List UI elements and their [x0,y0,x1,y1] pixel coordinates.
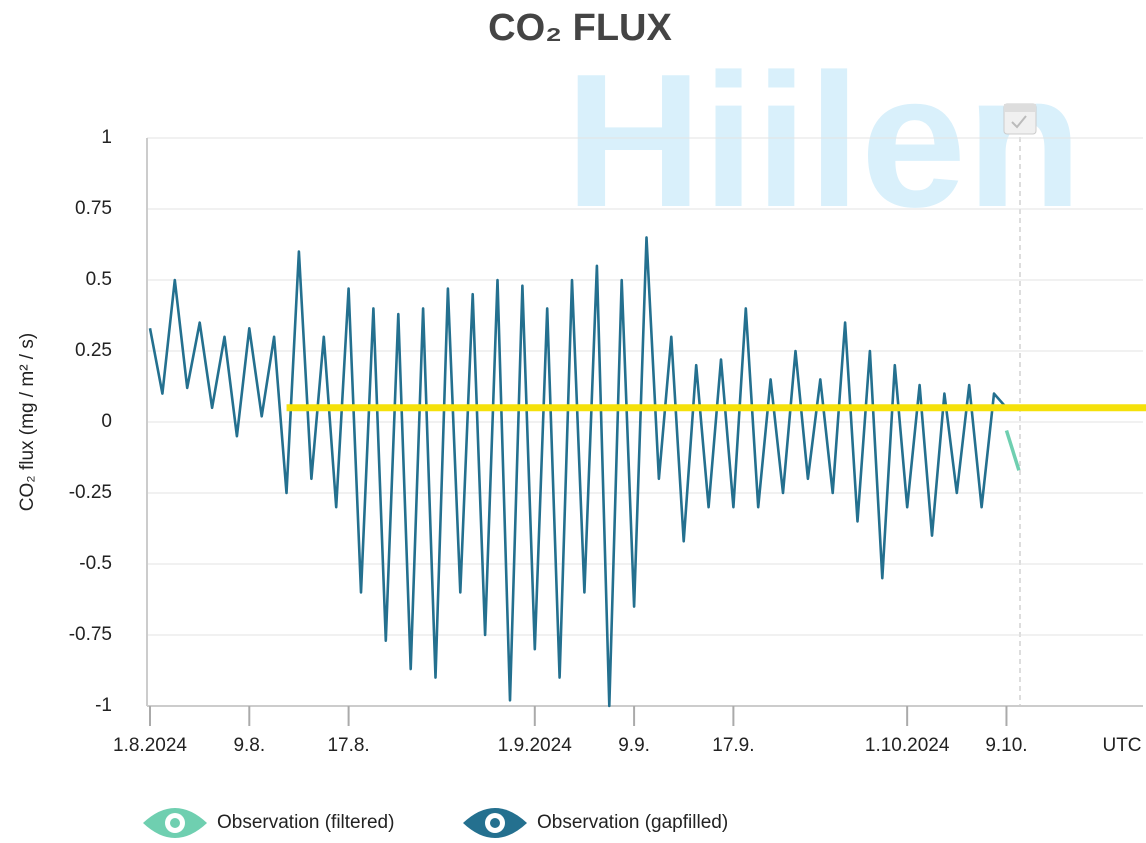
y-tick-label: 0.5 [86,269,112,290]
series-line [1004,429,1021,471]
legend-label: Observation (gapfilled) [537,812,728,833]
legend-eye-iris [490,818,500,828]
x-tick-label: 1.8.2024 [113,735,187,756]
legend-item[interactable]: Observation (filtered) [143,808,394,838]
series-line [148,236,1008,708]
legend-item[interactable]: Observation (gapfilled) [463,808,728,838]
y-tick-label: -0.25 [69,482,112,503]
y-tick-label: 0.25 [75,340,112,361]
y-tick-label: 0.75 [75,198,112,219]
x-tick-label: 1.9.2024 [498,735,572,756]
y-tick-label: -0.5 [79,553,112,574]
x-tick-label: 9.8. [233,735,265,756]
x-tick-label: 17.8. [327,735,369,756]
x-tick-label: 1.10.2024 [865,735,950,756]
chart-title: CO₂ FLUX [488,7,672,49]
y-tick-label: 0 [101,411,112,432]
y-tick-label: 1 [101,127,112,148]
calendar-icon [1003,103,1037,135]
x-tick-label: 17.9. [712,735,754,756]
y-tick-label: -0.75 [69,624,112,645]
x-tick-label: 9.10. [985,735,1027,756]
y-axis-label: CO₂ flux (mg / m² / s) [17,333,38,511]
x-unit-label: UTC [1102,735,1141,756]
legend-eye-iris [170,818,180,828]
legend-label: Observation (filtered) [217,812,394,833]
watermark: Hiilen [565,35,1082,247]
y-tick-label: -1 [95,695,112,716]
x-tick-label: 9.9. [618,735,650,756]
